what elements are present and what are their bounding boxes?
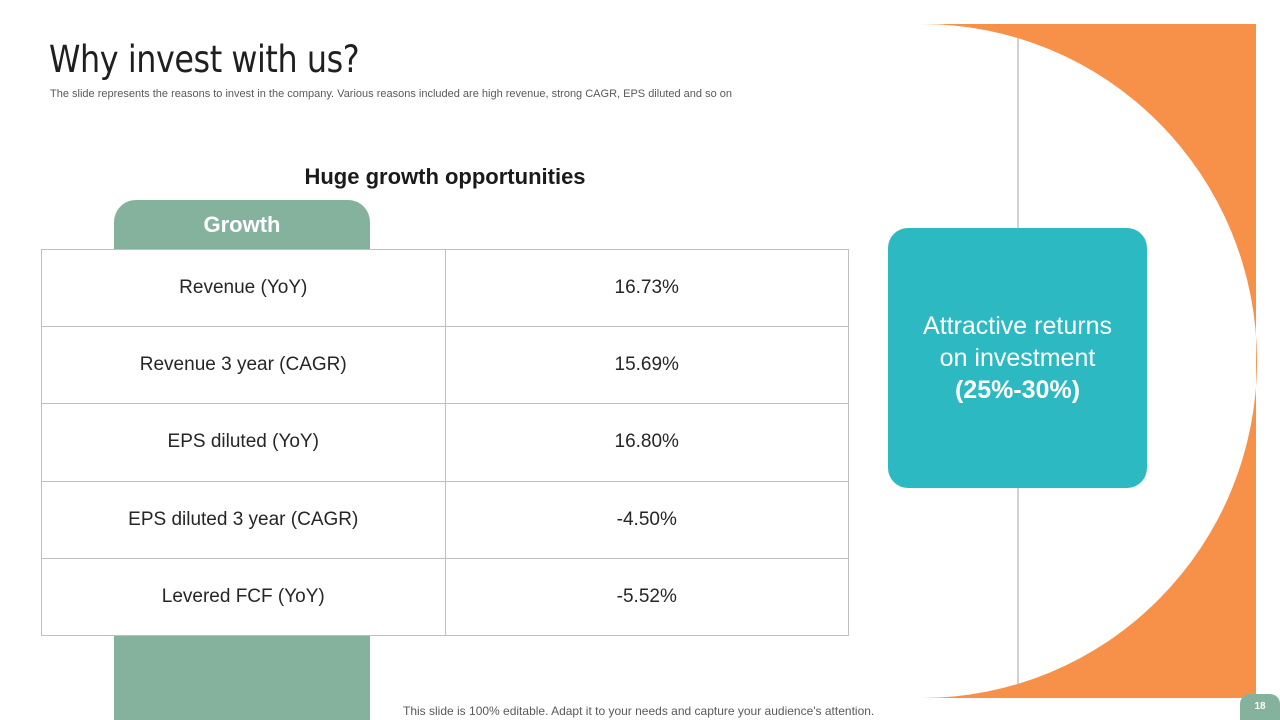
growth-metrics-table: Revenue (YoY) 16.73% Revenue 3 year (CAG…: [41, 248, 849, 637]
footer-note: This slide is 100% editable. Adapt it to…: [403, 704, 875, 718]
table-row: Revenue 3 year (CAGR) 15.69%: [41, 326, 849, 405]
roi-value: (25%-30%): [954, 376, 1081, 404]
metric-value: 15.69%: [444, 326, 849, 405]
page-number-badge: 18: [1240, 694, 1280, 720]
metric-value: -5.52%: [444, 557, 849, 637]
metric-value: 16.80%: [444, 403, 849, 482]
roi-line-1: Attractive returns: [923, 312, 1112, 340]
table-row: Revenue (YoY) 16.73%: [41, 248, 849, 328]
metric-value: -4.50%: [444, 480, 849, 559]
roi-line-2: on investment: [939, 344, 1096, 372]
orange-arc-shape: [922, 24, 1257, 698]
metric-label: EPS diluted (YoY): [41, 403, 446, 482]
metric-label: Levered FCF (YoY): [41, 557, 446, 637]
metric-label: Revenue 3 year (CAGR): [41, 326, 446, 405]
metric-label: Revenue (YoY): [41, 248, 446, 328]
growth-column-base: [114, 635, 370, 720]
slide-subtitle: The slide represents the reasons to inve…: [50, 88, 732, 100]
table-row: EPS diluted (YoY) 16.80%: [41, 403, 849, 482]
metric-value: 16.73%: [444, 248, 849, 328]
growth-tab-label: Growth: [203, 212, 281, 237]
slide-title: Why invest with us?: [49, 38, 360, 81]
table-row: EPS diluted 3 year (CAGR) -4.50%: [41, 480, 849, 559]
metric-label: EPS diluted 3 year (CAGR): [41, 480, 446, 559]
growth-heading: Huge growth opportunities: [304, 164, 586, 189]
growth-tab: Growth: [114, 200, 370, 250]
roi-card: Attractive returns on investment (25%-30…: [888, 228, 1147, 488]
table-row: Levered FCF (YoY) -5.52%: [41, 557, 849, 637]
